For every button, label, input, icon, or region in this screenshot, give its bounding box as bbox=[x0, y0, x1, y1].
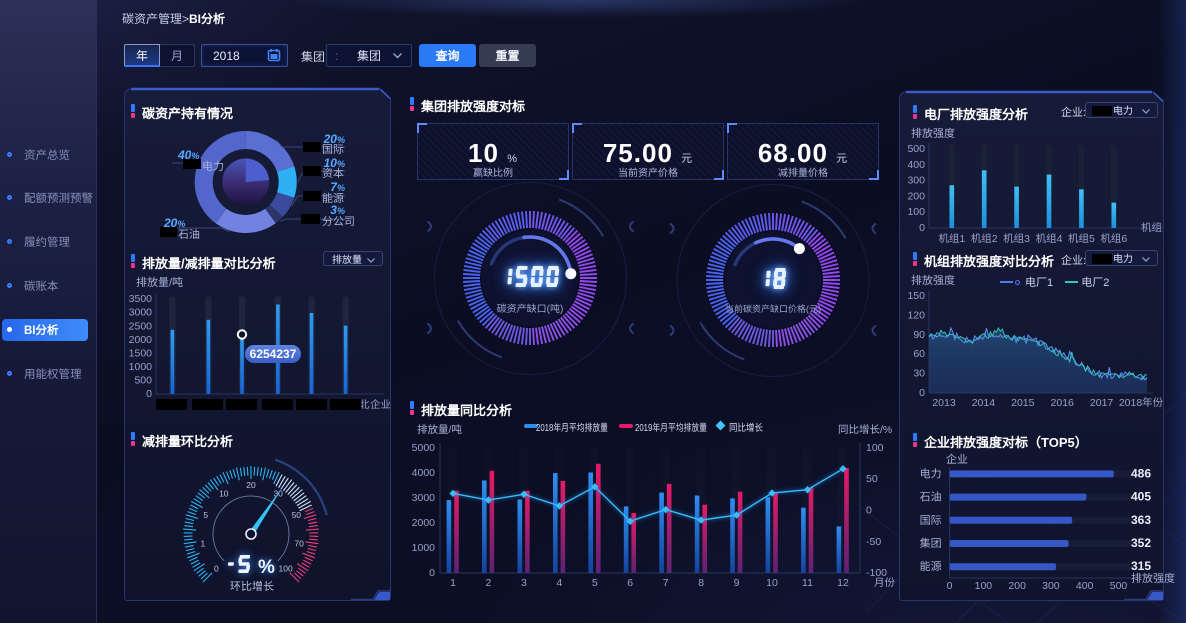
svg-text:0: 0 bbox=[429, 565, 435, 580]
svg-text:机组6: 机组6 bbox=[1100, 231, 1127, 246]
svg-text:30: 30 bbox=[913, 366, 925, 381]
svg-text:石油: 石油 bbox=[920, 489, 942, 505]
svg-text:月份: 月份 bbox=[874, 575, 895, 590]
svg-text:100: 100 bbox=[907, 204, 925, 219]
svg-text:12: 12 bbox=[837, 575, 849, 590]
svg-text:486: 486 bbox=[1131, 464, 1151, 481]
svg-text:0: 0 bbox=[919, 385, 925, 400]
svg-text:400: 400 bbox=[907, 157, 925, 172]
svg-text:集团: 集团 bbox=[920, 535, 942, 551]
svg-text:500: 500 bbox=[1110, 578, 1128, 593]
svg-text:400: 400 bbox=[1076, 578, 1094, 593]
svg-text:能源: 能源 bbox=[920, 558, 942, 574]
svg-text:2017: 2017 bbox=[1090, 395, 1114, 410]
svg-text:2015: 2015 bbox=[1011, 395, 1035, 410]
svg-text:机组1: 机组1 bbox=[938, 231, 965, 246]
svg-text:2016: 2016 bbox=[1051, 395, 1075, 410]
svg-text:1: 1 bbox=[450, 575, 456, 590]
svg-text:6: 6 bbox=[627, 575, 633, 590]
svg-text:4000: 4000 bbox=[412, 465, 436, 480]
svg-text:405: 405 bbox=[1131, 488, 1151, 505]
svg-text:352: 352 bbox=[1131, 534, 1151, 551]
svg-text:国际: 国际 bbox=[920, 512, 942, 528]
svg-text:200: 200 bbox=[907, 188, 925, 203]
svg-text:机组5: 机组5 bbox=[1068, 231, 1095, 246]
svg-text:2013: 2013 bbox=[932, 395, 956, 410]
svg-text:-50: -50 bbox=[866, 534, 881, 549]
svg-text:10: 10 bbox=[766, 575, 778, 590]
svg-text:70: 70 bbox=[294, 538, 304, 550]
svg-text:排放强度: 排放强度 bbox=[1131, 570, 1175, 586]
svg-text:8: 8 bbox=[698, 575, 704, 590]
svg-text:排放强度: 排放强度 bbox=[911, 272, 955, 288]
svg-text:2018年份: 2018年份 bbox=[1119, 395, 1164, 410]
svg-text:9: 9 bbox=[734, 575, 740, 590]
svg-text:50: 50 bbox=[866, 471, 878, 486]
svg-text:7: 7 bbox=[663, 575, 669, 590]
svg-text:2000: 2000 bbox=[129, 332, 153, 347]
svg-text:300: 300 bbox=[1042, 578, 1060, 593]
svg-text:北: 北 bbox=[359, 397, 370, 412]
svg-text:150: 150 bbox=[907, 288, 925, 303]
svg-text:%: % bbox=[258, 552, 275, 579]
svg-text:5: 5 bbox=[203, 509, 208, 521]
svg-text:1000: 1000 bbox=[412, 540, 436, 555]
svg-text:5000: 5000 bbox=[412, 440, 436, 455]
svg-text:60: 60 bbox=[913, 346, 925, 361]
svg-text:100: 100 bbox=[866, 440, 884, 455]
svg-text:2014: 2014 bbox=[972, 395, 996, 410]
svg-text:20: 20 bbox=[246, 479, 256, 491]
svg-text:10: 10 bbox=[219, 487, 229, 499]
svg-text:3: 3 bbox=[521, 575, 527, 590]
svg-text:排放强度: 排放强度 bbox=[911, 125, 955, 141]
svg-text:5: 5 bbox=[592, 575, 598, 590]
svg-text:363: 363 bbox=[1131, 511, 1151, 528]
svg-text:200: 200 bbox=[1008, 578, 1026, 593]
svg-text:0: 0 bbox=[919, 220, 925, 235]
svg-text:1000: 1000 bbox=[129, 359, 153, 374]
svg-text:120: 120 bbox=[907, 307, 925, 322]
svg-text:1500: 1500 bbox=[129, 345, 153, 360]
svg-text:-100: -100 bbox=[866, 565, 887, 580]
svg-text:电力: 电力 bbox=[920, 465, 942, 481]
svg-text:0: 0 bbox=[866, 503, 872, 518]
svg-text:11: 11 bbox=[802, 575, 813, 590]
svg-text:0: 0 bbox=[947, 578, 953, 593]
svg-text:300: 300 bbox=[907, 173, 925, 188]
svg-text:90: 90 bbox=[913, 327, 925, 342]
svg-text:机组4: 机组4 bbox=[1036, 231, 1063, 246]
svg-text:315: 315 bbox=[1131, 557, 1151, 574]
svg-text:机组3: 机组3 bbox=[1003, 231, 1030, 246]
svg-text:机组2: 机组2 bbox=[971, 231, 998, 246]
svg-text:企业: 企业 bbox=[370, 397, 391, 412]
svg-text:企业: 企业 bbox=[946, 451, 968, 467]
svg-text:1: 1 bbox=[201, 538, 206, 550]
svg-text:2000: 2000 bbox=[412, 515, 436, 530]
svg-text:50: 50 bbox=[292, 509, 302, 521]
svg-text:100: 100 bbox=[975, 578, 993, 593]
svg-text:3000: 3000 bbox=[412, 490, 436, 505]
svg-text:2: 2 bbox=[485, 575, 491, 590]
svg-text:机组: 机组 bbox=[1141, 220, 1163, 235]
svg-text:0: 0 bbox=[146, 386, 152, 401]
svg-text:0: 0 bbox=[214, 563, 219, 575]
svg-text:100: 100 bbox=[279, 563, 293, 575]
svg-text:4: 4 bbox=[556, 575, 562, 590]
svg-text:3000: 3000 bbox=[129, 305, 153, 320]
svg-text:3500: 3500 bbox=[129, 291, 153, 306]
svg-text:2500: 2500 bbox=[129, 318, 153, 333]
svg-text:500: 500 bbox=[907, 141, 925, 156]
svg-text:排放量/吨: 排放量/吨 bbox=[136, 274, 183, 290]
svg-text:500: 500 bbox=[134, 373, 152, 388]
